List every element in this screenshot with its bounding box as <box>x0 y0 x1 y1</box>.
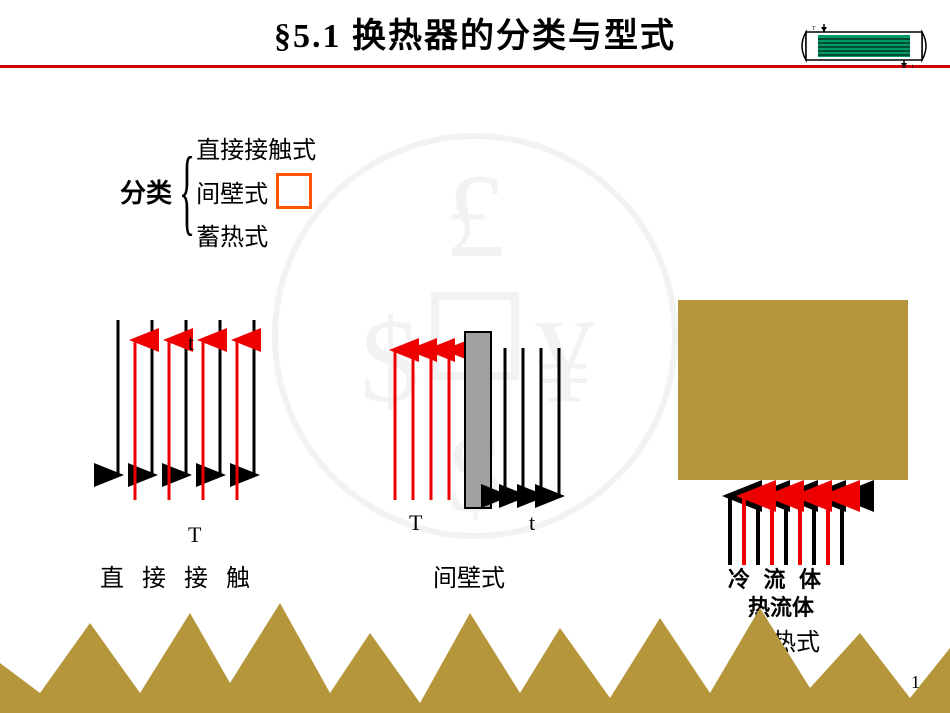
diagram-wall: T t 间壁式 <box>345 310 605 630</box>
classification-item-label: 蓄热式 <box>196 217 268 252</box>
diagram-direct-contact: t T 直 接 接 触 <box>40 300 320 620</box>
label-t2: t <box>529 510 535 536</box>
classification-item-label: 直接接触式 <box>196 130 316 165</box>
classification-block: 分类 { 直接接触式 间壁式 蓄热式 <box>120 130 316 252</box>
diagram1-caption: 直 接 接 触 <box>100 558 256 593</box>
label-t: t <box>188 330 194 356</box>
classification-item: 直接接触式 <box>196 130 316 165</box>
heat-exchanger-icon: T t <box>794 22 934 70</box>
classification-items: 直接接触式 间壁式 蓄热式 <box>196 130 316 252</box>
classification-item: 间壁式 <box>196 173 316 209</box>
wall-svg <box>345 310 605 540</box>
svg-text:£: £ <box>445 149 505 282</box>
label-T: T <box>188 522 201 548</box>
highlight-box-icon <box>276 173 312 209</box>
page-number: 1 <box>911 672 920 693</box>
regen-svg <box>668 300 928 580</box>
svg-text:T: T <box>812 26 816 32</box>
classification-item-label: 间壁式 <box>196 174 268 209</box>
label-T2: T <box>409 510 422 536</box>
svg-text:t: t <box>912 64 914 70</box>
jagged-decoration <box>0 593 950 713</box>
classification-label: 分类 <box>120 173 172 210</box>
direct-contact-svg <box>40 300 320 560</box>
brace-icon: { <box>179 148 195 234</box>
classification-item: 蓄热式 <box>196 217 316 252</box>
diagram2-caption: 间壁式 <box>433 558 505 593</box>
slide: §5.1 换热器的分类与型式 T t £ $ ¥ $ 分类 { 直接接触式 间壁… <box>0 0 950 713</box>
